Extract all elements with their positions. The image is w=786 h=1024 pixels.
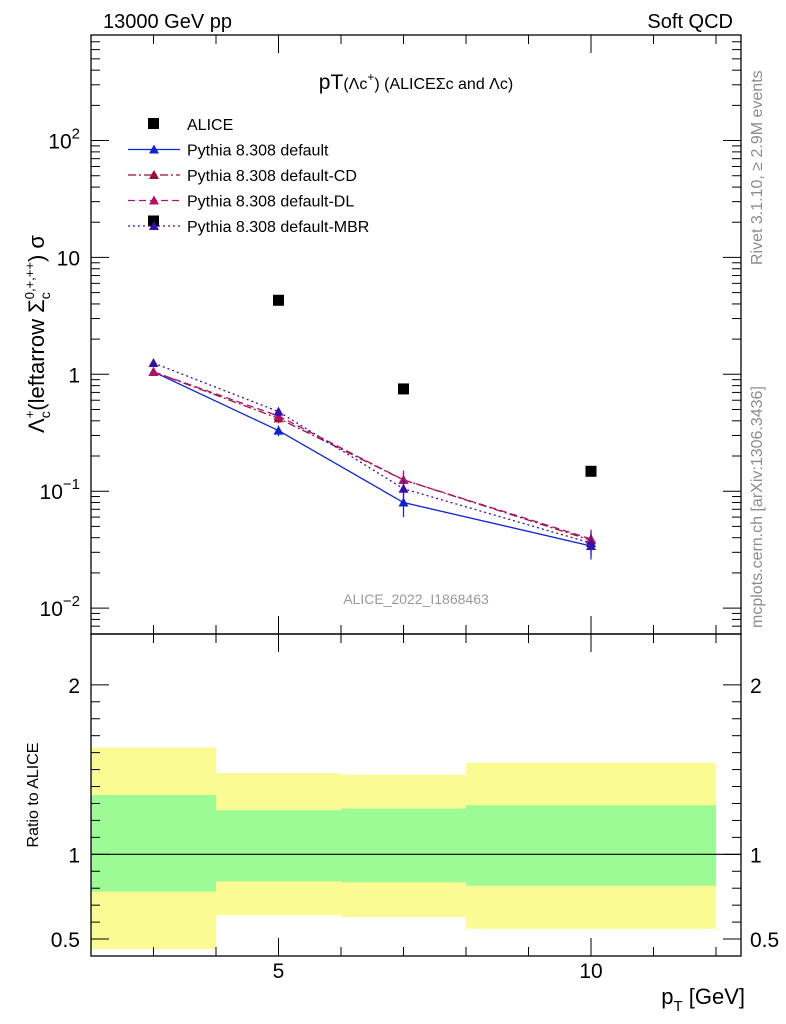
inner-band: [91, 795, 216, 892]
ratio-ylabel: Ratio to ALICE: [25, 743, 42, 848]
mcplots-label: mcplots.cern.ch [arXiv:1306.3436]: [749, 386, 766, 628]
y-tick-label: 10: [57, 247, 80, 270]
alice-point: [398, 383, 409, 395]
legend-marker: [148, 118, 159, 129]
ratio-bands: [91, 747, 741, 950]
y-tick-label: 10−1: [40, 476, 80, 504]
ratio-y-tick-label: 2: [68, 675, 80, 698]
ratio-plot-panel: 0.5 0.5 1 1 2 2 5 10 Ratio to ALICE pT [GeV]: [25, 633, 779, 1015]
ratio-ticks: 0.5 0.5 1 1 2 2 5 10: [51, 634, 779, 983]
legend-marker: [149, 144, 159, 154]
data-points: [148, 215, 597, 477]
ratio-y-tick-label: 1: [68, 844, 80, 867]
legend-marker: [149, 195, 159, 205]
header-right: Soft QCD: [647, 11, 733, 33]
ratio-frame: [90, 633, 742, 957]
series-marker-default: [273, 425, 284, 435]
series-marker-dl: [148, 366, 159, 376]
plot-title: pT(Λc+) (ALICEΣc and Λc): [319, 70, 513, 94]
legend-label: Pythia 8.308 default-MBR: [187, 219, 369, 236]
legend-marker: [149, 170, 159, 179]
mc-lines: [148, 357, 596, 560]
inner-band: [341, 808, 466, 883]
y-tick-label: 10−2: [40, 593, 80, 621]
alice-point: [273, 294, 284, 306]
y-tick-label: 102: [48, 126, 80, 154]
series-marker-dl: [398, 474, 409, 484]
ratio-y-tick-label: 0.5: [51, 929, 80, 952]
legend-label: ALICE: [187, 117, 233, 134]
series-marker-default: [398, 497, 409, 507]
analysis-watermark: ALICE_2022_I1868463: [343, 591, 489, 607]
series-marker-mbr: [148, 357, 159, 367]
legend-marker: [149, 221, 159, 230]
ratio-y-tick-label-right: 2: [750, 675, 762, 698]
x-axis-label: pT [GeV]: [661, 984, 745, 1015]
legend-label: Pythia 8.308 default-DL: [187, 194, 354, 211]
ratio-y-tick-label-right: 1: [750, 844, 762, 867]
alice-point: [148, 215, 159, 227]
inner-band: [466, 805, 716, 886]
series-line-cd: [153, 371, 592, 541]
main-ticks: 10−2 10−1 1 10 102: [40, 34, 741, 635]
series-line-default: [153, 371, 592, 547]
legend-label: Pythia 8.308 default-CD: [187, 168, 357, 185]
ratio-y-tick-label-right: 0.5: [750, 929, 779, 952]
x-tick-label: 10: [579, 960, 602, 983]
main-ylabel: Λc+(leftarrow Σc0,+,++) σ: [22, 235, 53, 433]
y-tick-label: 1: [68, 364, 80, 387]
series-line-dl: [153, 371, 592, 540]
legend: ALICE Pythia 8.308 default Pythia 8.308 de…: [128, 117, 369, 236]
header-left: 13000 GeV pp: [103, 11, 232, 33]
x-tick-label: 5: [273, 960, 285, 983]
legend-label: Pythia 8.308 default: [187, 143, 329, 160]
alice-point: [585, 465, 597, 477]
series-line-mbr: [153, 362, 592, 544]
inner-band: [216, 810, 341, 882]
series-marker-mbr: [586, 538, 596, 548]
series-marker-mbr: [273, 406, 284, 416]
series-marker-mbr: [398, 483, 409, 493]
rivet-label: Rivet 3.1.10, ≥ 2.9M events: [749, 70, 766, 265]
